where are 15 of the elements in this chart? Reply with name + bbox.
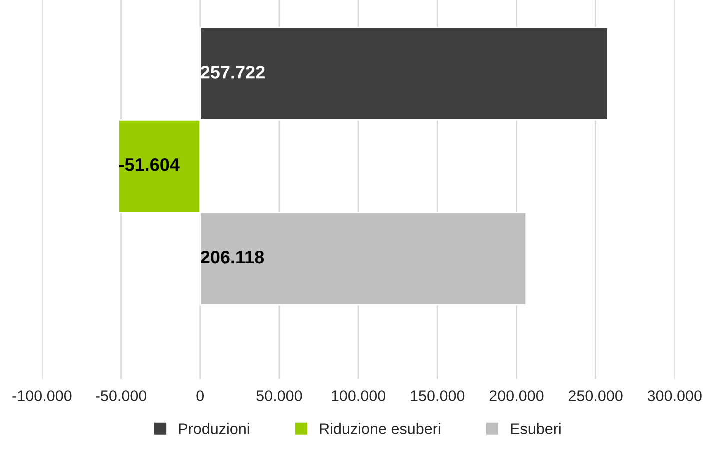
legend-label: Esuberi — [511, 423, 561, 434]
legend-label: Riduzione esuberi — [320, 423, 440, 434]
x-tick-label: 200.000 — [490, 390, 544, 402]
x-tick-label: 50.000 — [256, 390, 302, 402]
x-tick-label: -100.000 — [12, 390, 72, 402]
x-tick-label: 150.000 — [411, 390, 465, 402]
data-label: 206.118 — [200, 250, 264, 264]
data-label: -51.604 — [119, 158, 180, 172]
data-label: 257.722 — [200, 66, 265, 79]
legend-label: Produzioni — [179, 423, 250, 434]
x-tick-label: 250.000 — [568, 390, 623, 402]
x-tick-label: 300.000 — [648, 390, 702, 402]
x-tick-label: 100.000 — [332, 390, 386, 402]
x-tick-label: -50.000 — [96, 390, 147, 402]
x-tick-label: 0 — [196, 390, 204, 402]
